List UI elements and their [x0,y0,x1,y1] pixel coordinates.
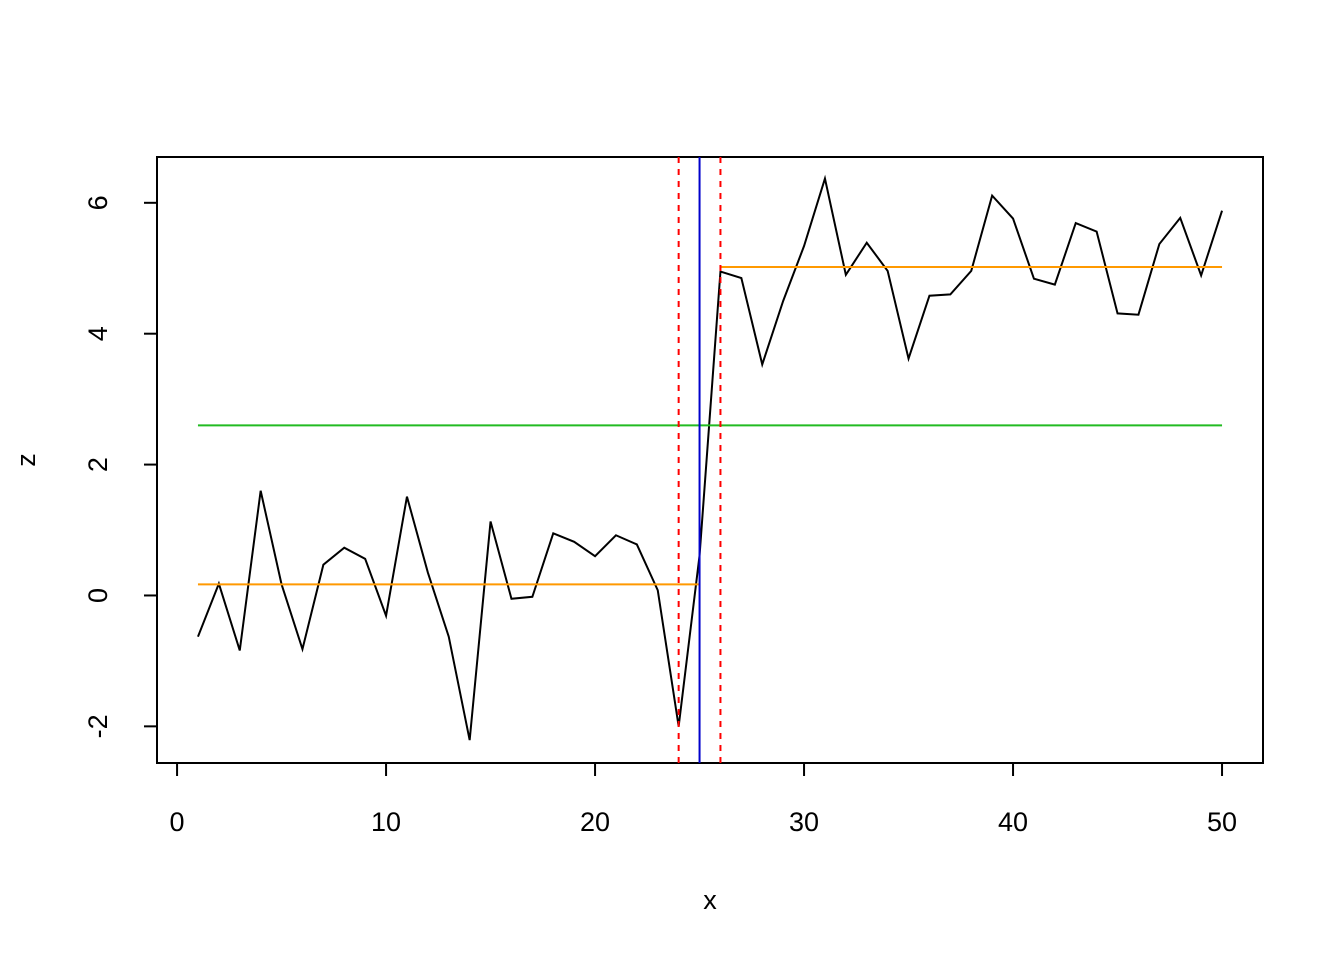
plot-frame [156,156,1264,764]
y-axis-title: z [11,453,41,467]
y-tick-label: 6 [83,195,113,210]
x-tick-label: 10 [371,807,401,837]
x-tick-label: 30 [789,807,819,837]
data-line [197,174,1223,741]
x-tick-label: 20 [580,807,610,837]
x-tick-label: 50 [1207,807,1237,837]
y-tick-label: 4 [83,326,113,341]
x-tick-label: 0 [170,807,185,837]
y-tick-label: -2 [83,714,113,738]
x-axis-title: x [703,885,717,915]
y-tick-label: 0 [83,588,113,603]
y-tick-label: 2 [83,457,113,472]
x-tick-label: 40 [998,807,1028,837]
